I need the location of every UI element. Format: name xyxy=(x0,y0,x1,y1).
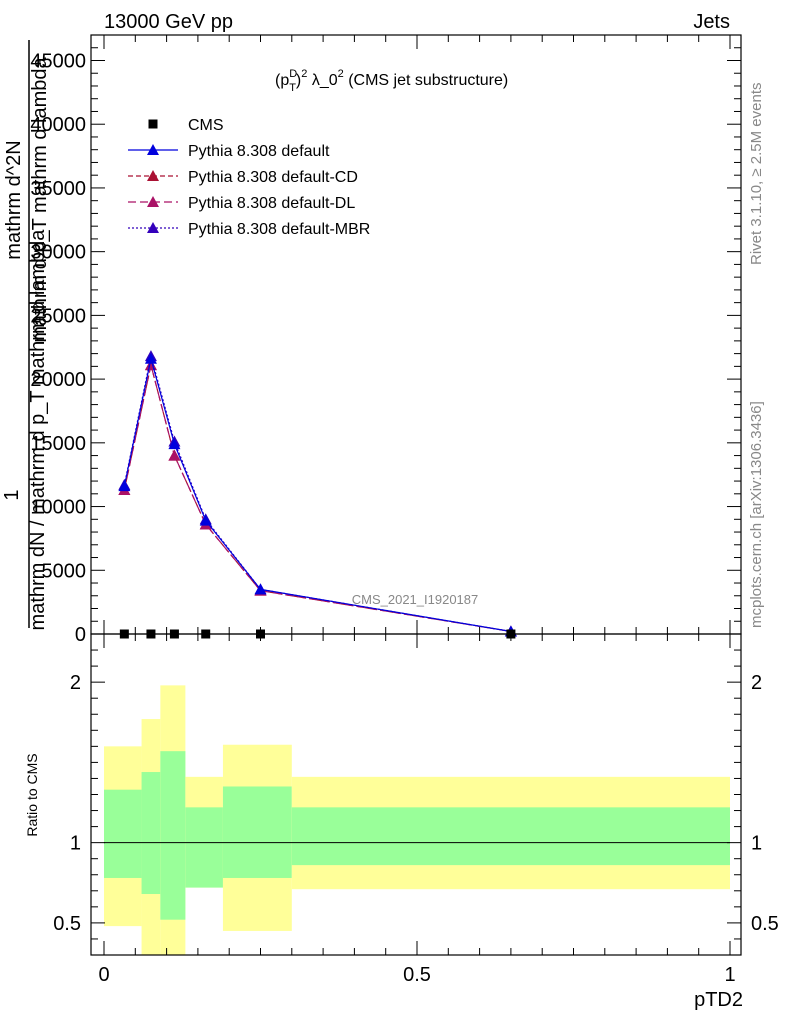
y-tick-label: 20000 xyxy=(30,369,86,391)
series-line-1 xyxy=(123,358,511,633)
series-point-3 xyxy=(168,449,181,461)
ratio-y-tick-label: 1 xyxy=(70,833,81,855)
title-open: (p xyxy=(275,72,289,89)
ratio-y-tick-label: 0.5 xyxy=(53,913,81,935)
ylabel-line-4: mathrm d p_T mathrm d lambda xyxy=(29,56,51,342)
ratio-panel: 0 0.5 1 0.5 0.5 1 1 2 2 xyxy=(53,633,779,986)
legend-label: CMS xyxy=(188,117,224,134)
ratio-y-tick-label-right: 1 xyxy=(751,833,762,855)
y-axis-label: 1 mathrm dN / mathrm d p_T mathrm d lamb… xyxy=(1,40,51,630)
legend-marker xyxy=(147,144,159,155)
series-line-4 xyxy=(123,356,511,633)
header-right: Jets xyxy=(693,11,730,33)
title-tail: (CMS jet substructure) xyxy=(344,72,508,89)
series-line-3 xyxy=(123,364,511,633)
y-tick-label: 30000 xyxy=(30,242,86,264)
side-text-bottom: mcplots.cern.ch [arXiv:1306.3436] xyxy=(748,401,765,628)
title-sup-d: D xyxy=(289,68,297,80)
y-tick-label: 15000 xyxy=(30,433,86,455)
ratio-band-inner xyxy=(222,786,292,878)
series-point-3 xyxy=(144,359,157,371)
y-tick-label: 10000 xyxy=(30,497,86,519)
legend-marker xyxy=(147,170,159,181)
ratio-band-inner xyxy=(291,807,730,866)
x-tick-label: 0 xyxy=(98,964,109,986)
y-tick-label: 0 xyxy=(75,624,86,646)
watermark: CMS_2021_I1920187 xyxy=(352,592,479,607)
series-point-1 xyxy=(199,514,212,526)
series-point-1 xyxy=(118,480,131,492)
y-tick-label: 5000 xyxy=(42,560,87,582)
legend-marker xyxy=(147,196,159,207)
legend-label: Pythia 8.308 default-DL xyxy=(188,195,355,212)
ratio-y-label: Ratio to CMS xyxy=(24,753,40,836)
ylabel-line-2: mathrm dN / mathrm d p_T mathrm d lambda xyxy=(27,229,49,631)
ratio-band-inner xyxy=(104,789,142,878)
y-tick-label: 45000 xyxy=(30,50,86,72)
ratio-y-tick-label-right: 2 xyxy=(751,672,762,694)
legend-label: Pythia 8.308 default-CD xyxy=(188,169,358,186)
title-sup-2b: 2 xyxy=(338,68,344,80)
legend-label: Pythia 8.308 default-MBR xyxy=(188,221,370,238)
series-point-1 xyxy=(254,583,267,595)
ratio-band-inner xyxy=(160,751,186,920)
series-point-1 xyxy=(144,352,157,364)
ratio-y-tick-label: 2 xyxy=(70,672,81,694)
title-close: ) xyxy=(296,72,301,89)
x-tick-label: 0.5 xyxy=(403,964,431,986)
legend-marker xyxy=(148,119,158,129)
title-lambda: λ_0 xyxy=(307,72,337,89)
y-tick-label: 25000 xyxy=(30,305,86,327)
legend: CMS Pythia 8.308 default Pythia 8.308 defa… xyxy=(128,117,370,238)
ylabel-line-3: mathrm d^2N xyxy=(3,140,25,259)
title-sub-t: T xyxy=(289,82,296,94)
series-point-1 xyxy=(168,438,181,450)
ratio-y-tick-label-right: 0.5 xyxy=(751,913,779,935)
y-tick-label: 35000 xyxy=(30,178,86,200)
legend-marker xyxy=(147,222,159,233)
ratio-band-inner xyxy=(185,807,223,888)
title-sup-2a: 2 xyxy=(301,68,307,80)
ratio-band-inner xyxy=(141,772,161,895)
legend-label: Pythia 8.308 default xyxy=(188,143,330,160)
side-text-top: Rivet 3.1.10, ≥ 2.5M events xyxy=(748,83,765,266)
y-tick-label: 40000 xyxy=(30,114,86,136)
plot-title: (pD T)2 λ_02 (CMS jet substructure) xyxy=(275,68,508,94)
x-tick-label: 1 xyxy=(724,964,735,986)
x-axis-label: pTD2 xyxy=(694,989,743,1011)
header-left: 13000 GeV pp xyxy=(104,11,233,33)
ylabel-line-1: 1 xyxy=(1,489,23,500)
main-panel: 0 5000 10000 15000 20000 25000 30000 35000 40000… xyxy=(30,34,742,646)
